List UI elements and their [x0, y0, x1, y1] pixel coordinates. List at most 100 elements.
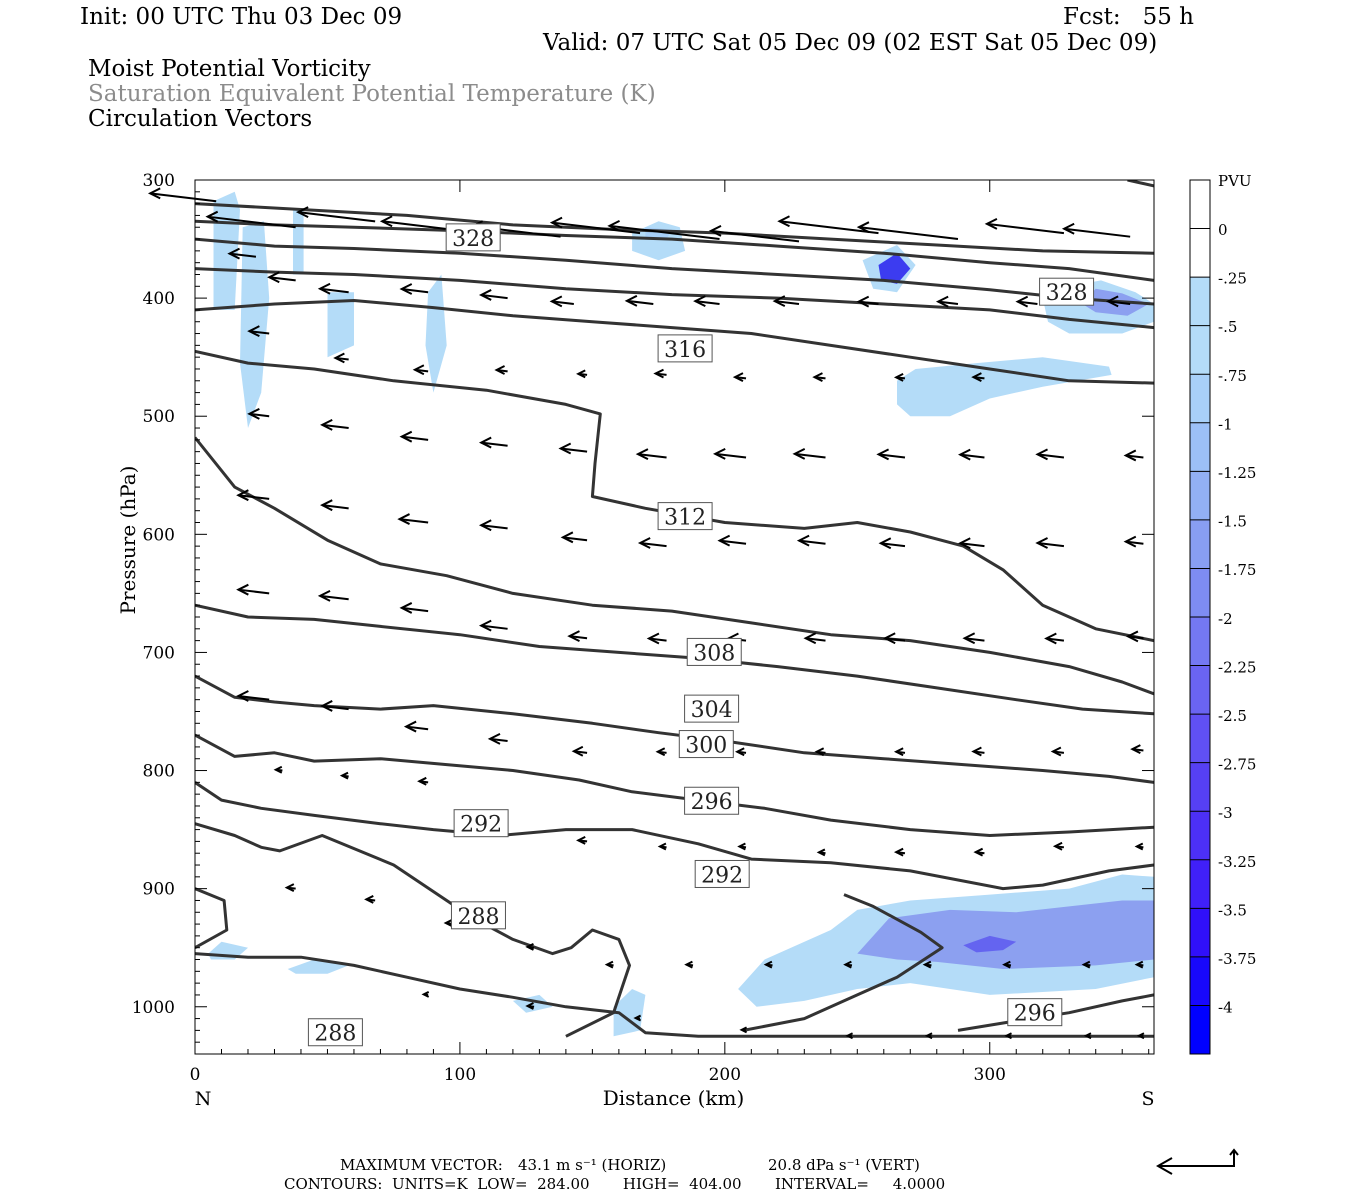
- circulation-vector: [481, 441, 508, 447]
- circulation-vector: [551, 221, 641, 235]
- vector-arrowhead: [1130, 744, 1141, 755]
- pv-region: [613, 989, 646, 1037]
- vector-arrowhead: [478, 519, 492, 532]
- vector-arrowhead: [317, 282, 331, 295]
- pv-region: [857, 900, 1154, 969]
- theta-contour-line: [195, 603, 1154, 716]
- contour-label: 308: [693, 641, 735, 666]
- contour-label-box: [684, 786, 740, 815]
- vector-arrowhead: [478, 289, 492, 301]
- circulation-vector: [1037, 541, 1065, 548]
- vector-arrowhead: [717, 534, 731, 547]
- circulation-vector: [885, 637, 906, 642]
- vector-arrowhead: [843, 960, 852, 969]
- colorbar-swatch: [1190, 1005, 1210, 1055]
- vector-arrowhead: [732, 372, 744, 382]
- circulation-vector: [1064, 227, 1131, 238]
- contour-label: 300: [685, 734, 727, 759]
- vector-arrowhead: [1123, 535, 1137, 548]
- vector-arrowhead: [812, 372, 823, 382]
- vector-arrowhead: [1083, 1032, 1092, 1040]
- y-tick-label: 300: [143, 171, 175, 191]
- vector-arrowhead: [399, 283, 413, 295]
- contour-label-box: [307, 1018, 363, 1047]
- vector-arrowhead: [734, 747, 745, 757]
- circulation-vector: [1037, 453, 1065, 459]
- vector-arrowhead: [560, 531, 574, 544]
- circulation-vector: [715, 452, 747, 459]
- contour-label: 292: [460, 813, 502, 838]
- colorbar-swatch: [1190, 859, 1210, 909]
- circulation-vector: [319, 287, 349, 294]
- colorbar-swatch: [1190, 228, 1210, 278]
- circulation-vector: [1108, 300, 1131, 306]
- vector-arrowhead: [856, 295, 870, 308]
- colorbar-level-label: -2: [1218, 610, 1233, 628]
- vector-arrowhead: [655, 747, 666, 757]
- contour-label-box: [1007, 998, 1063, 1027]
- vector-arrowhead: [1123, 449, 1137, 462]
- circulation-vector: [238, 588, 270, 595]
- contour-label-box: [678, 730, 734, 759]
- pv-shading-layer: [208, 191, 1154, 1037]
- vector-arrowhead: [893, 747, 904, 757]
- theta-contour-line: [195, 822, 631, 1038]
- vector-arrowhead: [1136, 1032, 1145, 1040]
- init-time: Init: 00 UTC Thu 03 Dec 09: [80, 4, 403, 30]
- colorbar-level-label: -2.75: [1218, 756, 1256, 774]
- theta-contour-line: [195, 299, 1154, 385]
- field-title-theta: Saturation Equivalent Potential Temperat…: [88, 81, 656, 107]
- circulation-vector: [710, 229, 800, 243]
- vector-arrowhead: [1002, 960, 1011, 969]
- pv-region: [293, 209, 304, 275]
- circulation-vector: [774, 300, 800, 306]
- vector-arrowhead: [320, 700, 333, 712]
- vector-arrowhead: [236, 583, 249, 596]
- colorbar-level-label: -1: [1218, 415, 1233, 433]
- y-tick-label: 400: [143, 289, 175, 309]
- colorbar-swatch: [1190, 374, 1210, 424]
- vector-arrowhead: [417, 776, 427, 786]
- x-tick-label: 300: [974, 1065, 1006, 1085]
- circulation-vector: [960, 542, 985, 548]
- vector-arrowhead: [633, 1014, 642, 1022]
- vector-arrowhead: [876, 448, 890, 461]
- circulation-vector: [238, 694, 270, 701]
- vector-arrowhead: [1035, 537, 1048, 549]
- contour-label-box: [445, 223, 501, 252]
- theta-contour-line: [195, 887, 229, 950]
- colorbar-level-label: -3: [1218, 804, 1233, 822]
- vector-arrowhead: [273, 765, 283, 774]
- x-tick-label: 200: [709, 1065, 741, 1085]
- circulation-vector: [562, 536, 588, 542]
- vector-arrowhead: [777, 215, 790, 228]
- vector-arrowhead: [339, 771, 349, 780]
- colorbar-swatch: [1190, 762, 1210, 812]
- colorbar-level-label: -2.25: [1218, 658, 1256, 676]
- theta-contour-line: [195, 733, 1154, 837]
- colorbar-level-label: -3.75: [1218, 950, 1256, 968]
- vector-arrowhead: [657, 842, 667, 851]
- circulation-vector: [858, 300, 879, 306]
- circulation-vector: [401, 288, 429, 294]
- y-axis-label: Pressure (hPa): [116, 466, 140, 615]
- circulation-vector: [298, 211, 376, 223]
- circulation-vector: [150, 192, 217, 203]
- pv-region: [240, 221, 270, 428]
- circulation-vector: [878, 453, 906, 459]
- vector-arrowhead: [525, 1002, 534, 1010]
- theta-contour-line: [195, 219, 1154, 282]
- circulation-vector: [229, 252, 257, 258]
- colorbar-swatch: [1190, 956, 1210, 1006]
- vector-arrowhead: [284, 883, 295, 892]
- vector-arrowhead: [549, 295, 563, 308]
- vector-arrowhead: [236, 690, 249, 702]
- vector-arrowhead: [763, 960, 773, 969]
- vector-arrowhead: [684, 960, 693, 969]
- max-vector-label: MAXIMUM VECTOR:: [340, 1156, 503, 1174]
- pv-region: [963, 935, 1017, 953]
- contour-label: 316: [664, 338, 706, 363]
- colorbar-level-label: -1.75: [1218, 561, 1256, 579]
- colorbar-swatch: [1190, 325, 1210, 375]
- vector-arrowhead: [1004, 1032, 1012, 1040]
